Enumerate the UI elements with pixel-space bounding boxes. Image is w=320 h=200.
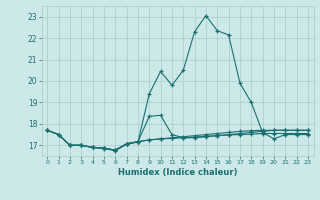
X-axis label: Humidex (Indice chaleur): Humidex (Indice chaleur) (118, 168, 237, 177)
